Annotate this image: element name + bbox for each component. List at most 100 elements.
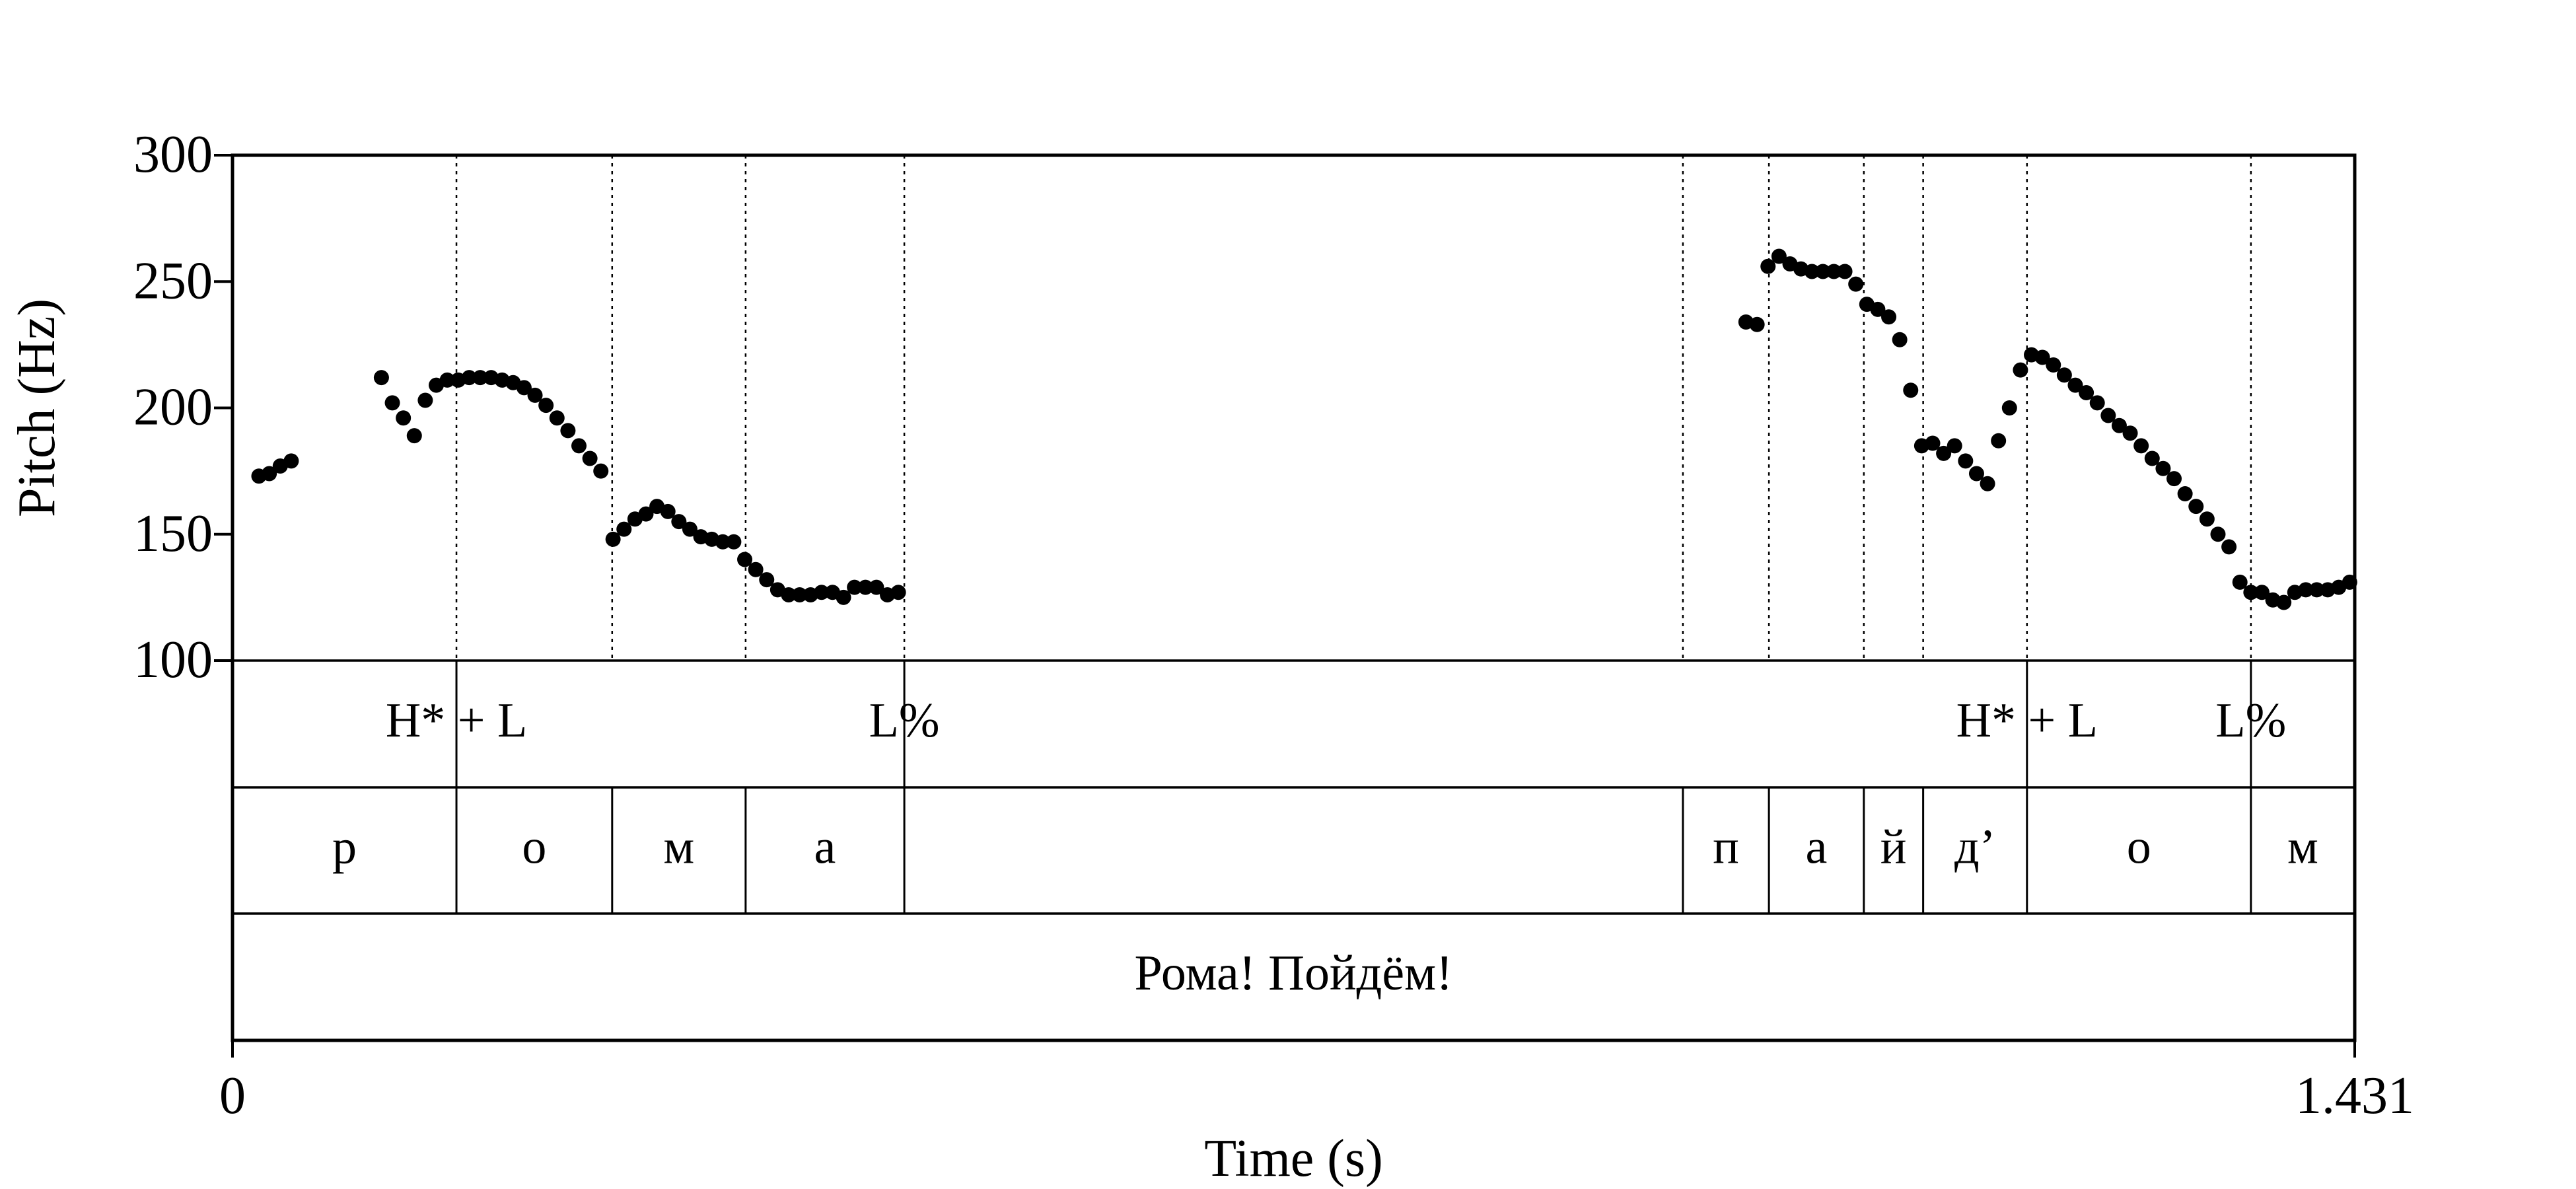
y-tick-label: 250 [133,252,213,310]
y-axis: 100 150 200 250 300 Pitch (Hz) [8,126,233,689]
pitch-point [283,453,299,469]
pitch-point [461,370,477,386]
pitch-point [1760,258,1776,274]
pitch-point [2079,385,2094,401]
pitch-point [560,423,576,439]
pitch-point [2034,349,2050,365]
segment-label: й [1880,820,1907,875]
outer-frame [231,153,2357,1042]
pitch-point [890,585,906,600]
x-axis: 0 1.431 Time (s) [219,1040,2414,1188]
pitch-point [549,410,565,426]
pitch-point [2309,582,2325,598]
pitch-point [1991,433,2007,449]
tone-label: H* + L [386,694,527,748]
pitch-point [472,370,488,386]
sentence-label: Рома! Пойдём! [1135,945,1453,1001]
pitch-point [2199,511,2215,527]
pitch-point [2133,438,2149,454]
pitch-point [406,428,422,444]
pitch-point [814,585,830,600]
pitch-point [1892,332,1908,347]
pitch-point [1804,264,1820,279]
pitch-point [1936,445,1952,461]
x-axis-label: Time (s) [1204,1130,1382,1188]
pitch-point [2276,594,2292,610]
pitch-point [2089,395,2105,411]
pitch-point [2001,400,2017,415]
pitch-point [2232,574,2248,590]
pitch-point [660,503,676,519]
pitch-point [2210,526,2226,542]
pitch-point [1968,466,1984,482]
pitch-point [748,561,764,577]
pitch-point [516,380,532,396]
x-tick-label: 0 [219,1067,246,1125]
pitch-point [2144,450,2160,466]
pitch-point [2166,471,2182,487]
y-tick-label: 200 [133,378,213,437]
pitch-point [2013,362,2028,378]
pitch-point [417,392,433,408]
segment-label: р [332,820,357,875]
y-tick-label: 150 [133,505,213,563]
pitch-point [869,579,884,595]
pitch-point [2067,377,2083,393]
pitch-point [373,370,389,386]
pitch-point [857,579,873,595]
pitch-point [262,466,277,482]
pitch-point [1815,264,1831,279]
pitch-point [1870,301,1886,317]
pitch-point [2221,539,2237,555]
x-tick-label: 1.431 [2295,1067,2414,1125]
pitch-point [715,534,731,550]
pitch-point [671,514,687,530]
pitch-point [2243,585,2259,600]
pitch-point [781,587,797,603]
pitch-point [384,395,400,411]
pitch-point [582,450,598,466]
y-tick-label: 300 [133,126,213,184]
pitch-point [726,534,742,550]
pitch-point [2177,486,2193,502]
pitch-point [2100,408,2116,423]
pitch-point [1826,264,1842,279]
pitch-boundary-lines [455,155,2252,661]
pitch-point [1947,438,1962,454]
pitch-points [251,248,2357,610]
pitch-point [616,521,632,537]
pitch-point [571,438,587,454]
y-tick-label: 100 [133,631,213,689]
segment-label: м [2287,820,2318,875]
pitch-point [1771,248,1787,264]
pitch-point [638,506,654,522]
pitch-point [538,398,554,414]
chart-frame [231,153,2357,1042]
pitch-point [2056,367,2072,383]
pitch-point [2111,417,2127,433]
pitch-point [1980,476,1995,491]
pitch-point [439,372,455,388]
pitch-point [737,552,753,567]
pitch-point [759,572,775,588]
segment-label: а [1806,820,1828,875]
pitch-point [2188,499,2204,515]
tone-label: L% [2215,694,2286,748]
pitch-point [396,410,411,426]
pitch-point [2298,582,2314,598]
pitch-point [847,579,863,595]
pitch-point [593,463,609,479]
tone-label: H* + L [1956,694,2098,748]
segment-label: м [663,820,694,875]
pitch-point [2155,460,2171,476]
pitch-point [1837,264,1853,279]
segment-label: д’ [1954,820,1995,875]
pitch-point [2122,425,2138,441]
segment-label: о [522,820,546,875]
pitch-point [2046,357,2061,373]
pitch-point [1881,309,1897,325]
segment-label: п [1713,820,1739,875]
pitch-point [1848,276,1864,292]
